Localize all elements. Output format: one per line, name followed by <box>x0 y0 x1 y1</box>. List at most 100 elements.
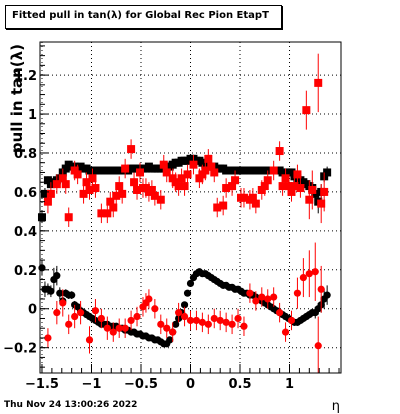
data-point <box>59 299 67 307</box>
data-point <box>150 191 159 200</box>
data-point <box>91 184 100 193</box>
data-point <box>43 197 52 206</box>
data-point <box>317 199 326 208</box>
data-point <box>210 314 218 323</box>
data-point <box>115 324 123 332</box>
timestamp: Thu Nov 24 13:00:26 2022 <box>4 400 138 410</box>
x-tick-label: −1.5 <box>25 377 59 392</box>
data-point <box>189 160 198 169</box>
data-point <box>219 201 228 210</box>
data-point <box>240 322 248 330</box>
data-point <box>68 291 76 299</box>
data-point <box>103 209 112 218</box>
data-point <box>127 145 136 154</box>
data-point <box>162 168 171 177</box>
data-point <box>284 182 293 191</box>
data-point <box>290 182 299 191</box>
data-point <box>252 297 260 305</box>
x-tick-label: 1 <box>285 377 294 392</box>
data-series <box>37 53 332 373</box>
data-point <box>213 203 222 212</box>
data-point <box>163 324 171 332</box>
data-point <box>278 182 287 191</box>
data-point <box>228 182 237 191</box>
data-point <box>40 189 49 198</box>
data-point <box>183 289 192 297</box>
y-tick-label: 0.8 <box>14 147 37 162</box>
y-tick-label: −0.2 <box>3 342 37 357</box>
data-point <box>192 316 201 325</box>
series-2 <box>43 53 329 227</box>
data-point <box>121 324 129 332</box>
data-point <box>71 312 79 321</box>
data-point <box>287 316 296 325</box>
data-point <box>85 185 94 194</box>
data-point <box>296 184 305 193</box>
data-point <box>281 328 290 336</box>
data-point <box>260 182 269 191</box>
axis-ticks: −1.5 −1 −0.5 0 0.5 1 −0.2 0 0.2 0.4 0.6 0.8 1 1.2 <box>3 45 340 392</box>
data-point <box>106 197 115 206</box>
data-point <box>118 189 127 198</box>
data-point <box>201 166 210 175</box>
data-point <box>186 316 195 325</box>
y-tick-label: 1.2 <box>14 69 37 84</box>
data-point <box>159 160 168 169</box>
data-point <box>302 106 311 115</box>
data-point <box>133 312 141 321</box>
data-point <box>204 320 212 328</box>
data-point <box>293 289 302 297</box>
y-tick-label: 1 <box>28 108 37 123</box>
data-point <box>251 199 260 208</box>
data-point <box>305 270 313 278</box>
data-point <box>88 174 97 183</box>
data-point <box>314 78 323 87</box>
data-point <box>210 168 219 177</box>
data-point <box>112 191 121 200</box>
data-point <box>216 316 224 325</box>
data-point <box>38 264 46 272</box>
data-point <box>281 174 290 183</box>
data-point <box>91 307 100 315</box>
data-point <box>183 170 192 179</box>
data-point <box>305 195 314 204</box>
data-point <box>58 174 67 183</box>
data-point <box>222 184 231 193</box>
data-point <box>320 187 329 196</box>
data-point <box>109 203 118 212</box>
data-point <box>46 189 55 198</box>
data-point <box>130 178 139 187</box>
data-point <box>157 320 165 328</box>
data-point <box>174 182 183 191</box>
data-point <box>263 176 272 185</box>
data-point <box>64 213 73 222</box>
data-point <box>299 273 307 282</box>
data-point <box>204 154 213 163</box>
data-point <box>85 336 94 344</box>
data-point <box>186 279 195 288</box>
data-point <box>65 320 73 328</box>
title-box: Fitted pull in tan(λ) for Global Rec Pio… <box>5 5 282 29</box>
data-point <box>147 185 156 194</box>
data-point <box>47 287 55 295</box>
data-point <box>151 305 159 313</box>
data-point <box>323 168 332 177</box>
data-point <box>97 209 106 218</box>
data-point <box>275 147 284 156</box>
data-point <box>246 289 254 297</box>
data-point <box>222 318 230 326</box>
data-point <box>52 180 61 189</box>
data-point <box>73 170 82 179</box>
x-axis-label: η <box>332 399 340 414</box>
y-tick-label: 0.6 <box>14 186 37 201</box>
data-point <box>264 295 272 303</box>
data-point <box>115 182 124 191</box>
data-point <box>177 174 186 183</box>
data-point <box>109 328 117 336</box>
data-point <box>317 285 325 293</box>
data-point <box>180 182 189 191</box>
data-point <box>133 185 142 194</box>
data-point <box>269 166 278 175</box>
data-point <box>145 295 153 303</box>
data-point <box>311 268 319 276</box>
